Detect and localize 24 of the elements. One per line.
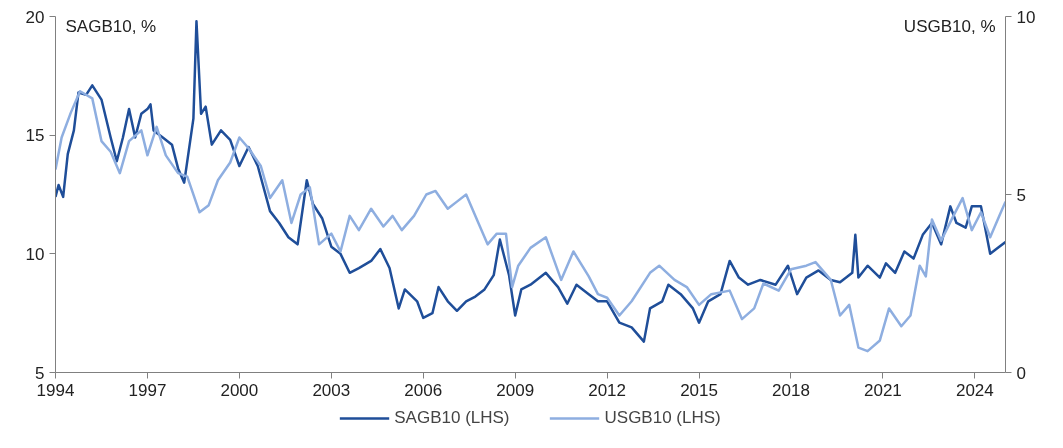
y-tick-label: 20 bbox=[25, 7, 45, 27]
y-tick-label: 5 bbox=[35, 363, 45, 383]
y-axis-title: SAGB10, % bbox=[65, 16, 157, 36]
y2-tick-label: 5 bbox=[1016, 185, 1026, 205]
y2-axis-title: USGB10, % bbox=[903, 16, 996, 36]
y2-tick-label: 10 bbox=[1016, 7, 1036, 27]
x-tick-label: 2006 bbox=[404, 380, 443, 400]
x-tick-label: 2021 bbox=[864, 380, 902, 400]
legend-label: USGB10 (LHS) bbox=[604, 408, 721, 428]
x-tick-label: 2003 bbox=[312, 380, 351, 400]
line-series bbox=[55, 20, 1006, 343]
y-tick-label: 15 bbox=[25, 126, 45, 146]
x-tick-label: 2012 bbox=[588, 380, 627, 400]
x-tick-label: 1994 bbox=[36, 380, 75, 400]
y2-tick-label: 0 bbox=[1016, 363, 1026, 383]
x-tick-label: 2018 bbox=[772, 380, 810, 400]
x-tick-label: 1997 bbox=[128, 380, 167, 400]
y-tick-label: 10 bbox=[25, 244, 45, 264]
line-series bbox=[55, 90, 1006, 353]
x-tick-label: 2000 bbox=[220, 380, 259, 400]
x-tick-label: 2015 bbox=[680, 380, 718, 400]
x-tick-label: 2024 bbox=[955, 380, 994, 400]
legend-label: SAGB10 (LHS) bbox=[394, 408, 510, 428]
x-tick-label: 2009 bbox=[496, 380, 535, 400]
